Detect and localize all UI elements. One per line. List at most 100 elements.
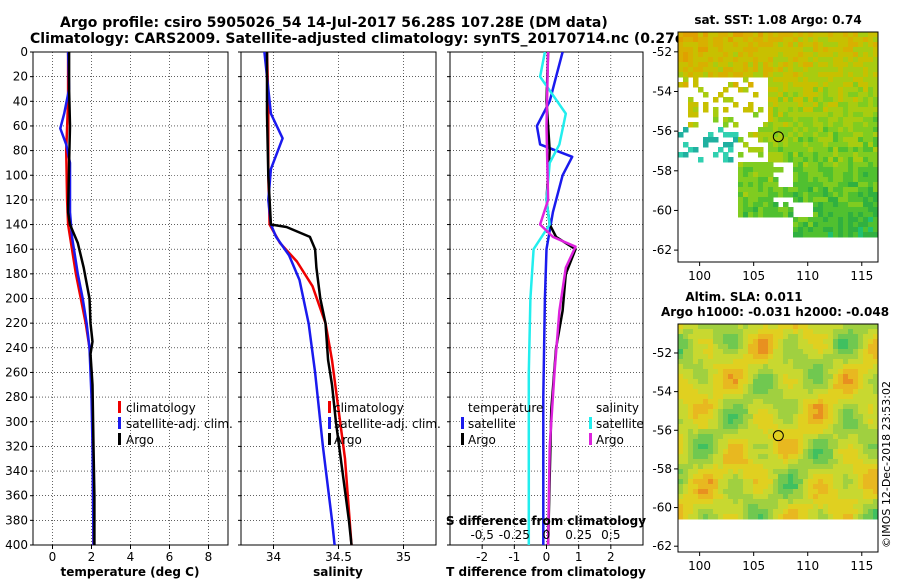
- map-cell: [783, 152, 789, 158]
- map-cell: [853, 182, 859, 188]
- map-cell: [798, 47, 804, 53]
- difference-ticks: -2 -1 0 1 2-0,5 -0.25 0 0.25 0;5: [447, 51, 620, 564]
- sst-map-panel: sat. SST: 1.08 Argo: 0.74 100 105 110 115-5…: [652, 13, 879, 283]
- map-cell: [798, 122, 804, 128]
- map-cell: [813, 344, 819, 350]
- map-cell: [813, 137, 819, 143]
- map-cell: [763, 489, 769, 495]
- map-cell: [768, 172, 774, 178]
- map-cell: [683, 414, 689, 420]
- map-cell: [808, 97, 814, 103]
- map-cell: [813, 157, 819, 163]
- map-cell: [828, 107, 834, 113]
- map-cell: [728, 464, 734, 470]
- map-cell: [683, 499, 689, 505]
- map-cell: [693, 57, 699, 63]
- map-cell: [823, 162, 829, 168]
- map-cell: [863, 207, 869, 213]
- map-cell: [753, 374, 759, 380]
- y-tick-label: 260: [5, 365, 28, 379]
- map-cell: [858, 132, 864, 138]
- map-cell: [818, 177, 824, 183]
- salinity-legend: climatology satellite-adj. clim. Argo: [328, 401, 441, 447]
- map-cell: [853, 202, 859, 208]
- map-cell: [823, 384, 829, 390]
- map-cell: [713, 72, 719, 78]
- map-cell: [793, 187, 799, 193]
- map-cell: [828, 62, 834, 68]
- map-y-tick-label: -60: [652, 501, 672, 515]
- map-cell: [863, 429, 869, 435]
- map-cell: [758, 429, 764, 435]
- map-cell: [743, 409, 749, 415]
- map-cell: [833, 324, 839, 330]
- map-cell: [713, 334, 719, 340]
- map-cell: [828, 444, 834, 450]
- map-cell: [823, 349, 829, 355]
- map-cell: [708, 359, 714, 365]
- map-cell: [793, 117, 799, 123]
- map-cell: [823, 379, 829, 385]
- map-cell: [708, 339, 714, 345]
- s-diff-tick-label: -0.25: [499, 528, 530, 542]
- map-cell: [848, 112, 854, 118]
- map-cell: [863, 444, 869, 450]
- map-cell: [868, 212, 874, 218]
- map-cell: [853, 227, 859, 233]
- map-cell: [843, 102, 849, 108]
- map-cell: [873, 112, 878, 118]
- map-cell: [863, 479, 869, 485]
- map-cell: [863, 374, 869, 380]
- map-cell: [858, 454, 864, 460]
- map-cell: [723, 484, 729, 490]
- map-cell: [798, 162, 804, 168]
- map-cell: [848, 142, 854, 148]
- map-cell: [848, 192, 854, 198]
- map-cell: [823, 102, 829, 108]
- map-cell: [858, 157, 864, 163]
- map-cell: [833, 207, 839, 213]
- map-cell: [833, 162, 839, 168]
- map-cell: [813, 499, 819, 505]
- map-cell: [873, 107, 878, 113]
- map-cell: [778, 374, 784, 380]
- map-cell: [758, 172, 764, 178]
- map-cell: [728, 344, 734, 350]
- map-cell: [733, 57, 739, 63]
- map-cell: [853, 474, 859, 480]
- map-cell: [868, 369, 874, 375]
- map-cell: [838, 514, 844, 520]
- map-cell: [688, 399, 694, 405]
- map-cell: [808, 122, 814, 128]
- y-tick-label: 120: [5, 193, 28, 207]
- map-cell: [838, 394, 844, 400]
- map-cell: [848, 97, 854, 103]
- map-cell: [783, 37, 789, 43]
- map-cell: [743, 389, 749, 395]
- map-cell: [743, 77, 749, 83]
- map-cell: [698, 364, 704, 370]
- map-cell: [698, 389, 704, 395]
- map-cell: [763, 177, 769, 183]
- map-cell: [683, 509, 689, 515]
- map-cell: [758, 459, 764, 465]
- map-cell: [848, 374, 854, 380]
- map-cell: [773, 454, 779, 460]
- map-cell: [698, 394, 704, 400]
- map-cell: [813, 222, 819, 228]
- map-cell: [783, 329, 789, 335]
- map-cell: [843, 404, 849, 410]
- map-cell: [748, 57, 754, 63]
- map-cell: [783, 92, 789, 98]
- map-cell: [778, 62, 784, 68]
- map-cell: [833, 47, 839, 53]
- map-cell: [818, 67, 824, 73]
- map-cell: [698, 419, 704, 425]
- map-cell: [748, 102, 754, 108]
- map-cell: [843, 107, 849, 113]
- map-cell: [843, 324, 849, 330]
- map-cell: [813, 152, 819, 158]
- map-cell: [698, 399, 704, 405]
- map-cell: [718, 72, 724, 78]
- map-cell: [808, 157, 814, 163]
